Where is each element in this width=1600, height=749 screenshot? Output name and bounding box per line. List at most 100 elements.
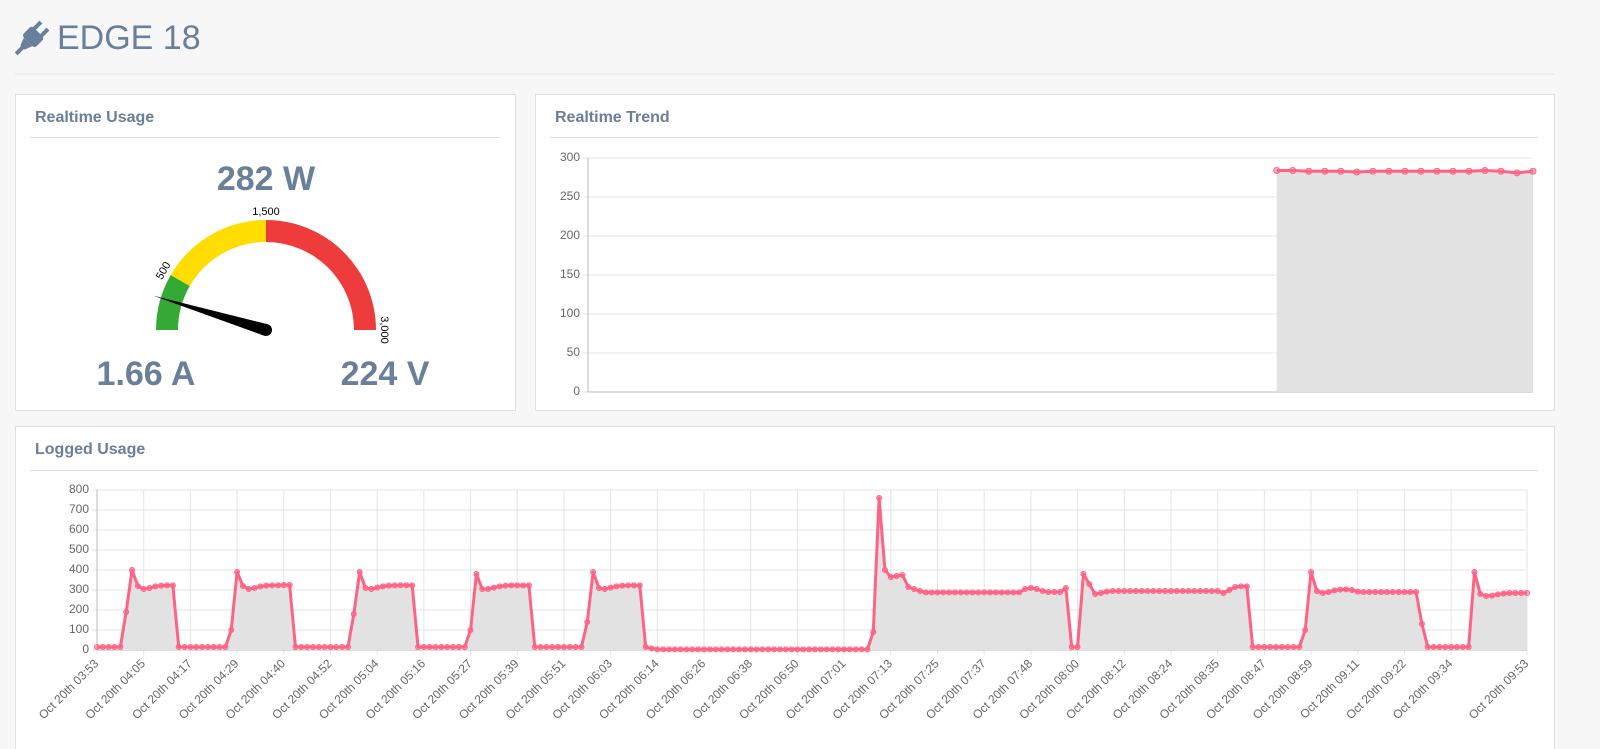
point <box>1497 167 1505 175</box>
point <box>280 582 287 588</box>
point <box>1132 588 1139 594</box>
gauge-tick-label: 1,500 <box>252 206 280 218</box>
point <box>636 582 643 589</box>
point <box>315 644 322 650</box>
point <box>1127 588 1134 594</box>
point <box>479 586 486 592</box>
point <box>1051 589 1058 595</box>
y-tick-label: 0 <box>573 384 580 398</box>
y-tick-label: 150 <box>560 267 580 281</box>
point <box>881 567 888 573</box>
point <box>747 646 754 653</box>
point <box>1022 586 1029 592</box>
point <box>1284 644 1291 650</box>
point <box>1401 589 1408 595</box>
point <box>321 644 328 650</box>
point <box>1471 569 1478 575</box>
point <box>975 589 982 596</box>
point <box>175 644 182 650</box>
point <box>1448 644 1455 650</box>
point <box>1378 589 1385 595</box>
point <box>263 582 270 589</box>
point <box>508 582 515 589</box>
point <box>356 569 363 575</box>
point <box>362 585 369 591</box>
point <box>1289 166 1297 174</box>
point <box>1353 168 1361 176</box>
point <box>350 611 357 617</box>
point <box>1401 167 1409 175</box>
point <box>1016 589 1023 596</box>
point <box>339 644 346 650</box>
point <box>887 574 894 580</box>
y-tick-label: 400 <box>69 562 89 576</box>
point <box>741 646 748 653</box>
point <box>625 582 632 589</box>
point <box>1150 588 1157 594</box>
point <box>1103 588 1110 595</box>
voltage-value: 224 V <box>341 355 430 393</box>
point <box>835 646 842 653</box>
point <box>811 646 818 653</box>
point <box>1436 644 1443 650</box>
point <box>520 582 527 589</box>
point <box>1518 590 1525 596</box>
point <box>158 582 165 589</box>
point <box>1062 585 1069 591</box>
point <box>274 582 281 589</box>
point <box>1395 589 1402 595</box>
point <box>934 589 941 596</box>
point <box>1197 588 1204 594</box>
point <box>1413 589 1420 595</box>
point <box>1313 588 1320 594</box>
point <box>1383 589 1390 595</box>
point <box>344 644 351 650</box>
point <box>846 646 853 653</box>
point <box>1138 588 1145 594</box>
point <box>1449 167 1457 175</box>
point <box>806 646 813 653</box>
point <box>1477 591 1484 597</box>
point <box>415 644 422 650</box>
point <box>450 644 457 650</box>
point <box>234 569 241 575</box>
y-tick-label: 700 <box>69 502 89 516</box>
point <box>210 644 217 650</box>
point <box>1086 581 1093 587</box>
point <box>1179 588 1186 594</box>
point <box>1214 588 1221 594</box>
point <box>94 644 100 650</box>
point <box>426 644 433 650</box>
point <box>473 571 480 577</box>
point <box>782 646 789 653</box>
point <box>595 585 602 591</box>
point <box>1033 586 1040 592</box>
point <box>776 646 783 653</box>
point <box>403 582 410 589</box>
gauge-needle <box>153 295 273 337</box>
point <box>549 644 556 650</box>
point <box>1385 167 1393 175</box>
point <box>123 609 130 615</box>
point <box>1433 167 1441 175</box>
point <box>1465 644 1472 650</box>
point <box>1167 588 1174 594</box>
point <box>852 646 859 653</box>
panel <box>15 94 516 411</box>
point <box>1173 588 1180 594</box>
point <box>286 582 293 588</box>
point <box>467 627 474 633</box>
plug-icon <box>14 20 50 56</box>
y-tick-label: 50 <box>567 345 581 359</box>
y-tick-label: 250 <box>560 189 580 203</box>
point <box>695 646 702 653</box>
point <box>1057 589 1064 595</box>
y-tick-label: 300 <box>560 150 580 164</box>
point <box>1097 590 1104 596</box>
point <box>1273 166 1281 174</box>
point <box>677 646 684 653</box>
point <box>1039 588 1046 594</box>
power-value: 282 W <box>217 160 316 198</box>
point <box>689 646 696 653</box>
